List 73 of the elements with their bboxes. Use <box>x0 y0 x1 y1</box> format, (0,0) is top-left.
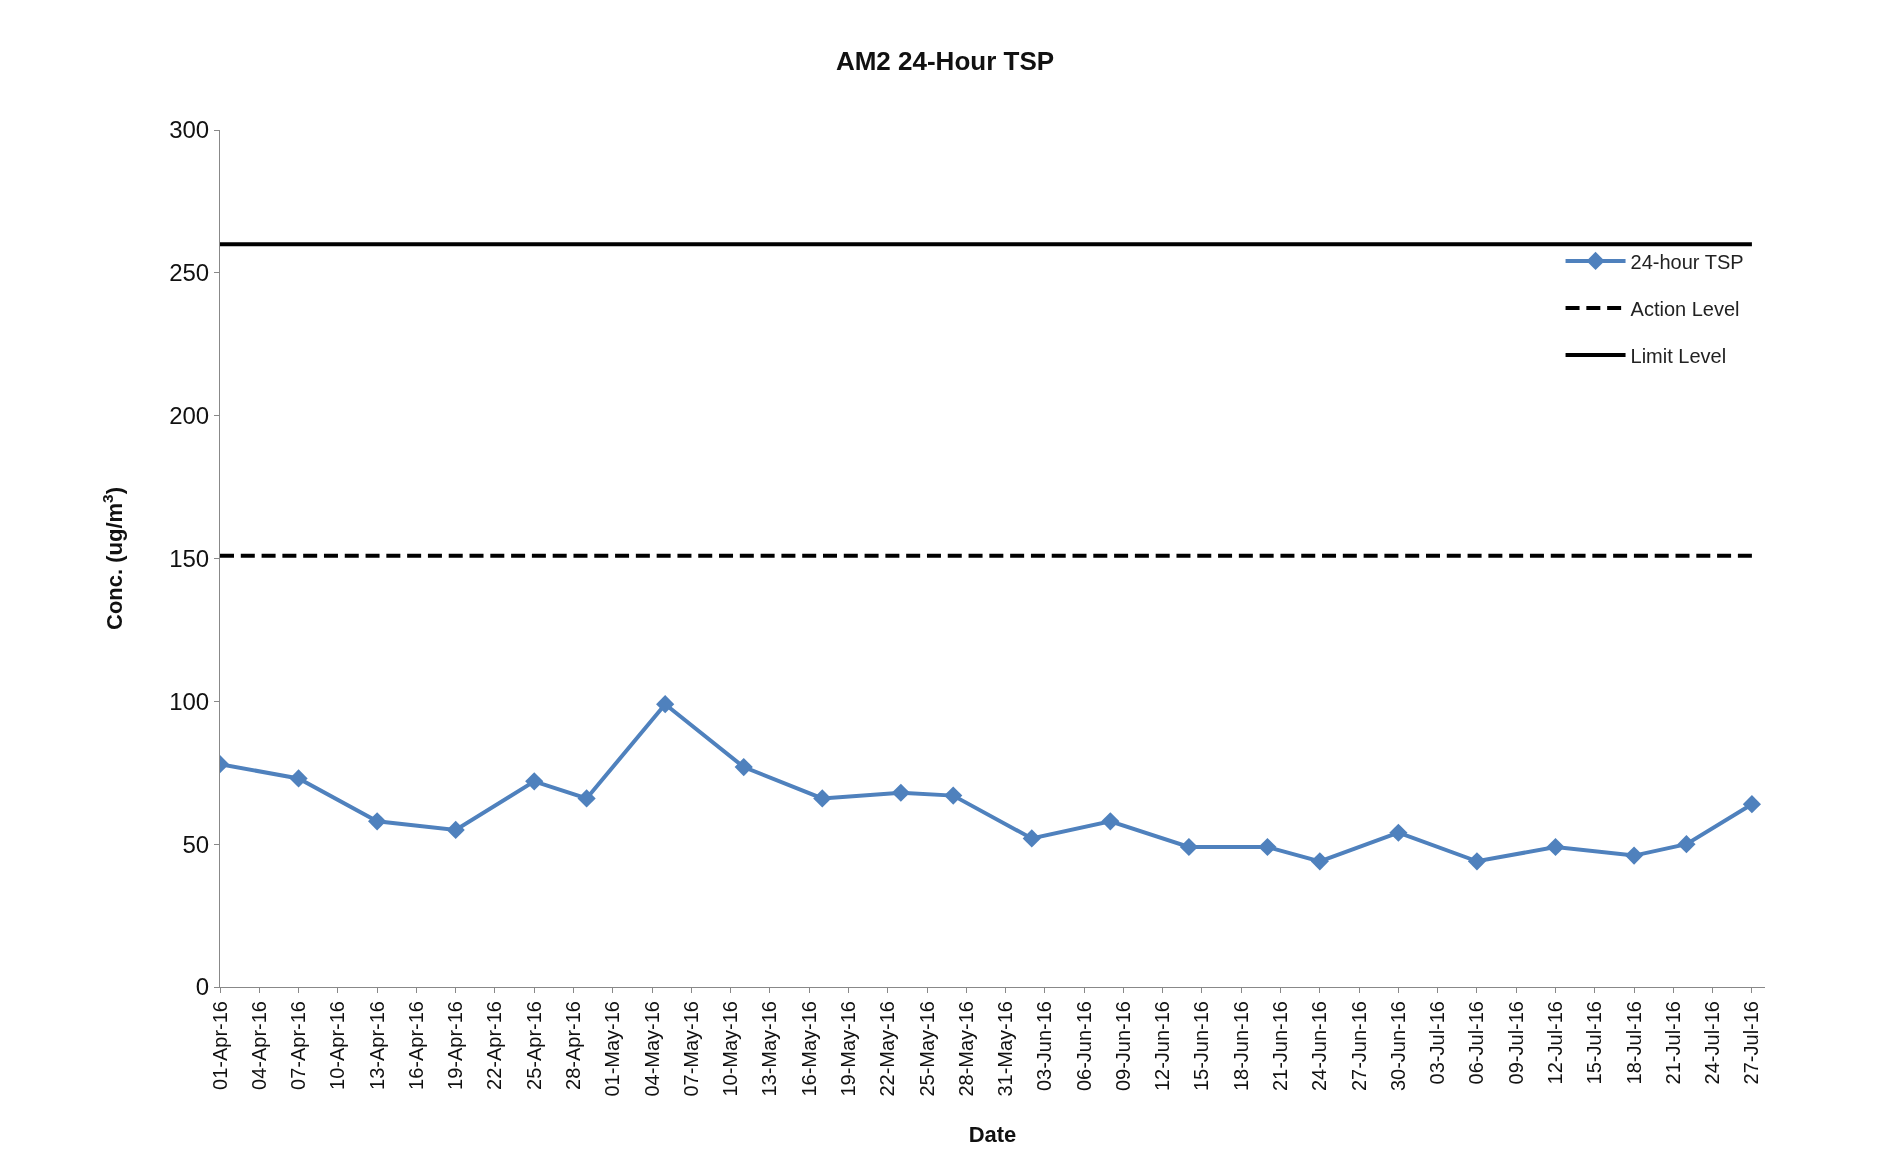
x-tick-label: 27-Jun-16 <box>1347 1001 1370 1092</box>
x-tick-label: 10-Apr-16 <box>326 1001 349 1090</box>
point <box>656 695 675 714</box>
point <box>944 786 963 805</box>
x-tick-label: 10-May-16 <box>719 1001 742 1097</box>
x-tick-label: 16-Apr-16 <box>404 1001 427 1090</box>
x-tick-label: 15-Jul-16 <box>1583 1001 1606 1085</box>
y-tick-label: 250 <box>169 259 210 287</box>
x-tick-label: 04-May-16 <box>640 1001 663 1097</box>
x-tick-label: 22-May-16 <box>876 1001 899 1097</box>
y-tick-label: 0 <box>195 973 210 1001</box>
x-tick-label: 03-Jul-16 <box>1426 1001 1449 1085</box>
x-tick-label: 19-Apr-16 <box>444 1001 467 1090</box>
point <box>1389 823 1408 842</box>
point <box>734 757 753 777</box>
x-tick-label: 04-Apr-16 <box>247 1001 270 1090</box>
point <box>446 820 465 839</box>
x-tick-label: 03-Jun-16 <box>1033 1001 1056 1092</box>
x-tick-label: 09-Jun-16 <box>1111 1001 1134 1092</box>
x-tick-label: 09-Jul-16 <box>1504 1001 1527 1085</box>
legend-label: Limit Level <box>1630 344 1727 367</box>
x-tick-label: 15-Jun-16 <box>1190 1001 1213 1092</box>
x-tick-label: 28-Apr-16 <box>562 1001 585 1090</box>
chart-title: AM2 24-Hour TSP <box>835 46 1055 77</box>
point <box>1258 837 1277 857</box>
x-tick-label: 13-May-16 <box>758 1001 781 1097</box>
x-tick-label: 01-Apr-16 <box>208 1001 231 1090</box>
legend-label: Action Level <box>1630 297 1740 320</box>
x-tick-label: 12-Jun-16 <box>1151 1001 1174 1092</box>
x-tick-label: 25-Apr-16 <box>522 1001 545 1090</box>
y-tick-label: 50 <box>182 830 210 858</box>
x-tick-label: 21-Jul-16 <box>1661 1001 1684 1085</box>
x-tick-label: 01-May-16 <box>601 1001 624 1097</box>
x-tick-label: 24-Jun-16 <box>1308 1001 1331 1092</box>
x-tick-label: 28-May-16 <box>954 1001 977 1097</box>
x-tick-label: 07-Apr-16 <box>287 1001 310 1090</box>
point <box>1101 812 1120 831</box>
x-tick-label: 21-Jun-16 <box>1269 1001 1292 1092</box>
y-tick-label: 200 <box>169 402 210 430</box>
x-tick-label: 16-May-16 <box>797 1001 820 1097</box>
point <box>1677 835 1696 854</box>
legend-label: 24-hour TSP <box>1630 250 1744 273</box>
x-tick-label: 31-May-16 <box>994 1001 1017 1097</box>
point <box>1179 837 1198 857</box>
y-tick-label: 300 <box>169 116 210 144</box>
x-tick-label: 30-Jun-16 <box>1386 1001 1409 1092</box>
x-tick-label: 06-Jun-16 <box>1072 1001 1095 1092</box>
x-tick-label: 24-Jul-16 <box>1701 1001 1724 1085</box>
point <box>891 783 910 802</box>
point <box>368 812 387 831</box>
point <box>525 772 544 791</box>
x-tick-label: 19-May-16 <box>836 1001 859 1097</box>
point <box>1467 852 1487 871</box>
x-tick-label: 25-May-16 <box>915 1001 938 1097</box>
x-tick-label: 07-May-16 <box>679 1001 702 1097</box>
x-tick-label: 27-Jul-16 <box>1740 1001 1763 1085</box>
x-tick-label: 12-Jul-16 <box>1544 1001 1567 1085</box>
y-tick-label: 100 <box>169 687 210 715</box>
x-tick-label: 18-Jun-16 <box>1229 1001 1252 1092</box>
point <box>1624 846 1644 865</box>
x-tick-label: 13-Apr-16 <box>365 1001 388 1090</box>
point <box>1546 837 1565 857</box>
point <box>1022 829 1041 848</box>
point <box>1742 795 1762 814</box>
point <box>813 789 832 808</box>
point <box>1310 852 1329 871</box>
x-axis-title: Date <box>968 1121 1017 1147</box>
y-tick-label: 150 <box>169 544 210 572</box>
point <box>577 789 596 808</box>
point <box>289 769 308 788</box>
x-tick-label: 06-Jul-16 <box>1465 1001 1488 1085</box>
x-tick-label: 18-Jul-16 <box>1622 1001 1645 1085</box>
x-tick-label: 22-Apr-16 <box>483 1001 506 1090</box>
